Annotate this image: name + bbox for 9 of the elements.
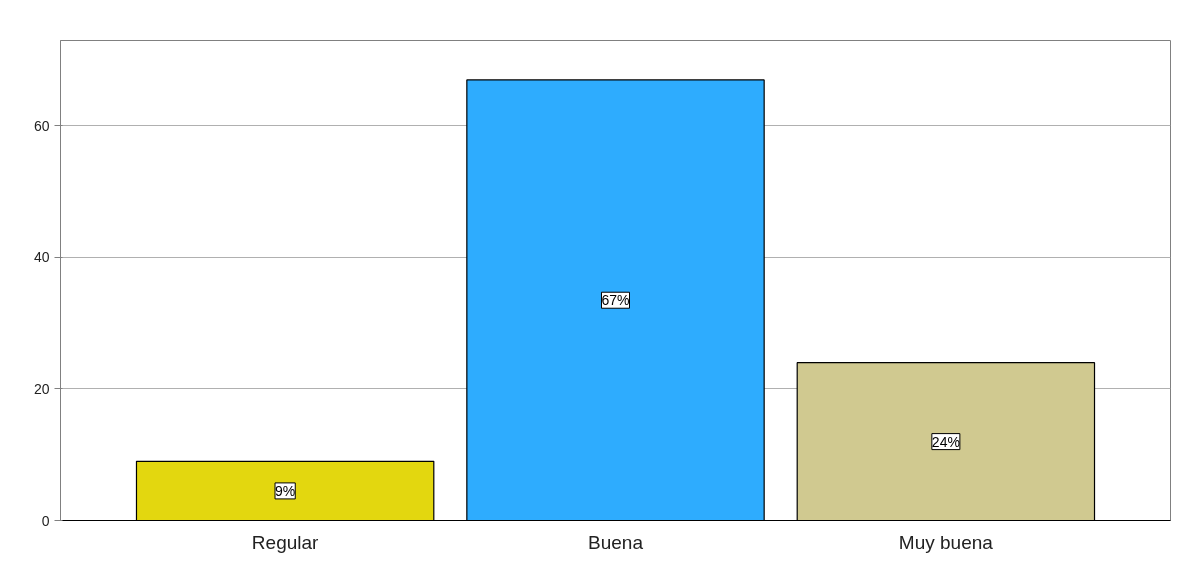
y-tick-label: 0 (41, 512, 50, 529)
x-tick-label: Muy buena (898, 531, 994, 553)
x-tick-label: Regular (251, 531, 320, 553)
data-label: 9% (275, 482, 296, 499)
y-tick-label: 40 (33, 249, 50, 266)
data-label: 67% (601, 292, 630, 309)
x-tick-label: Buena (588, 531, 644, 553)
y-tick-label: 20 (33, 380, 50, 397)
y-tick-label: 60 (33, 117, 50, 134)
